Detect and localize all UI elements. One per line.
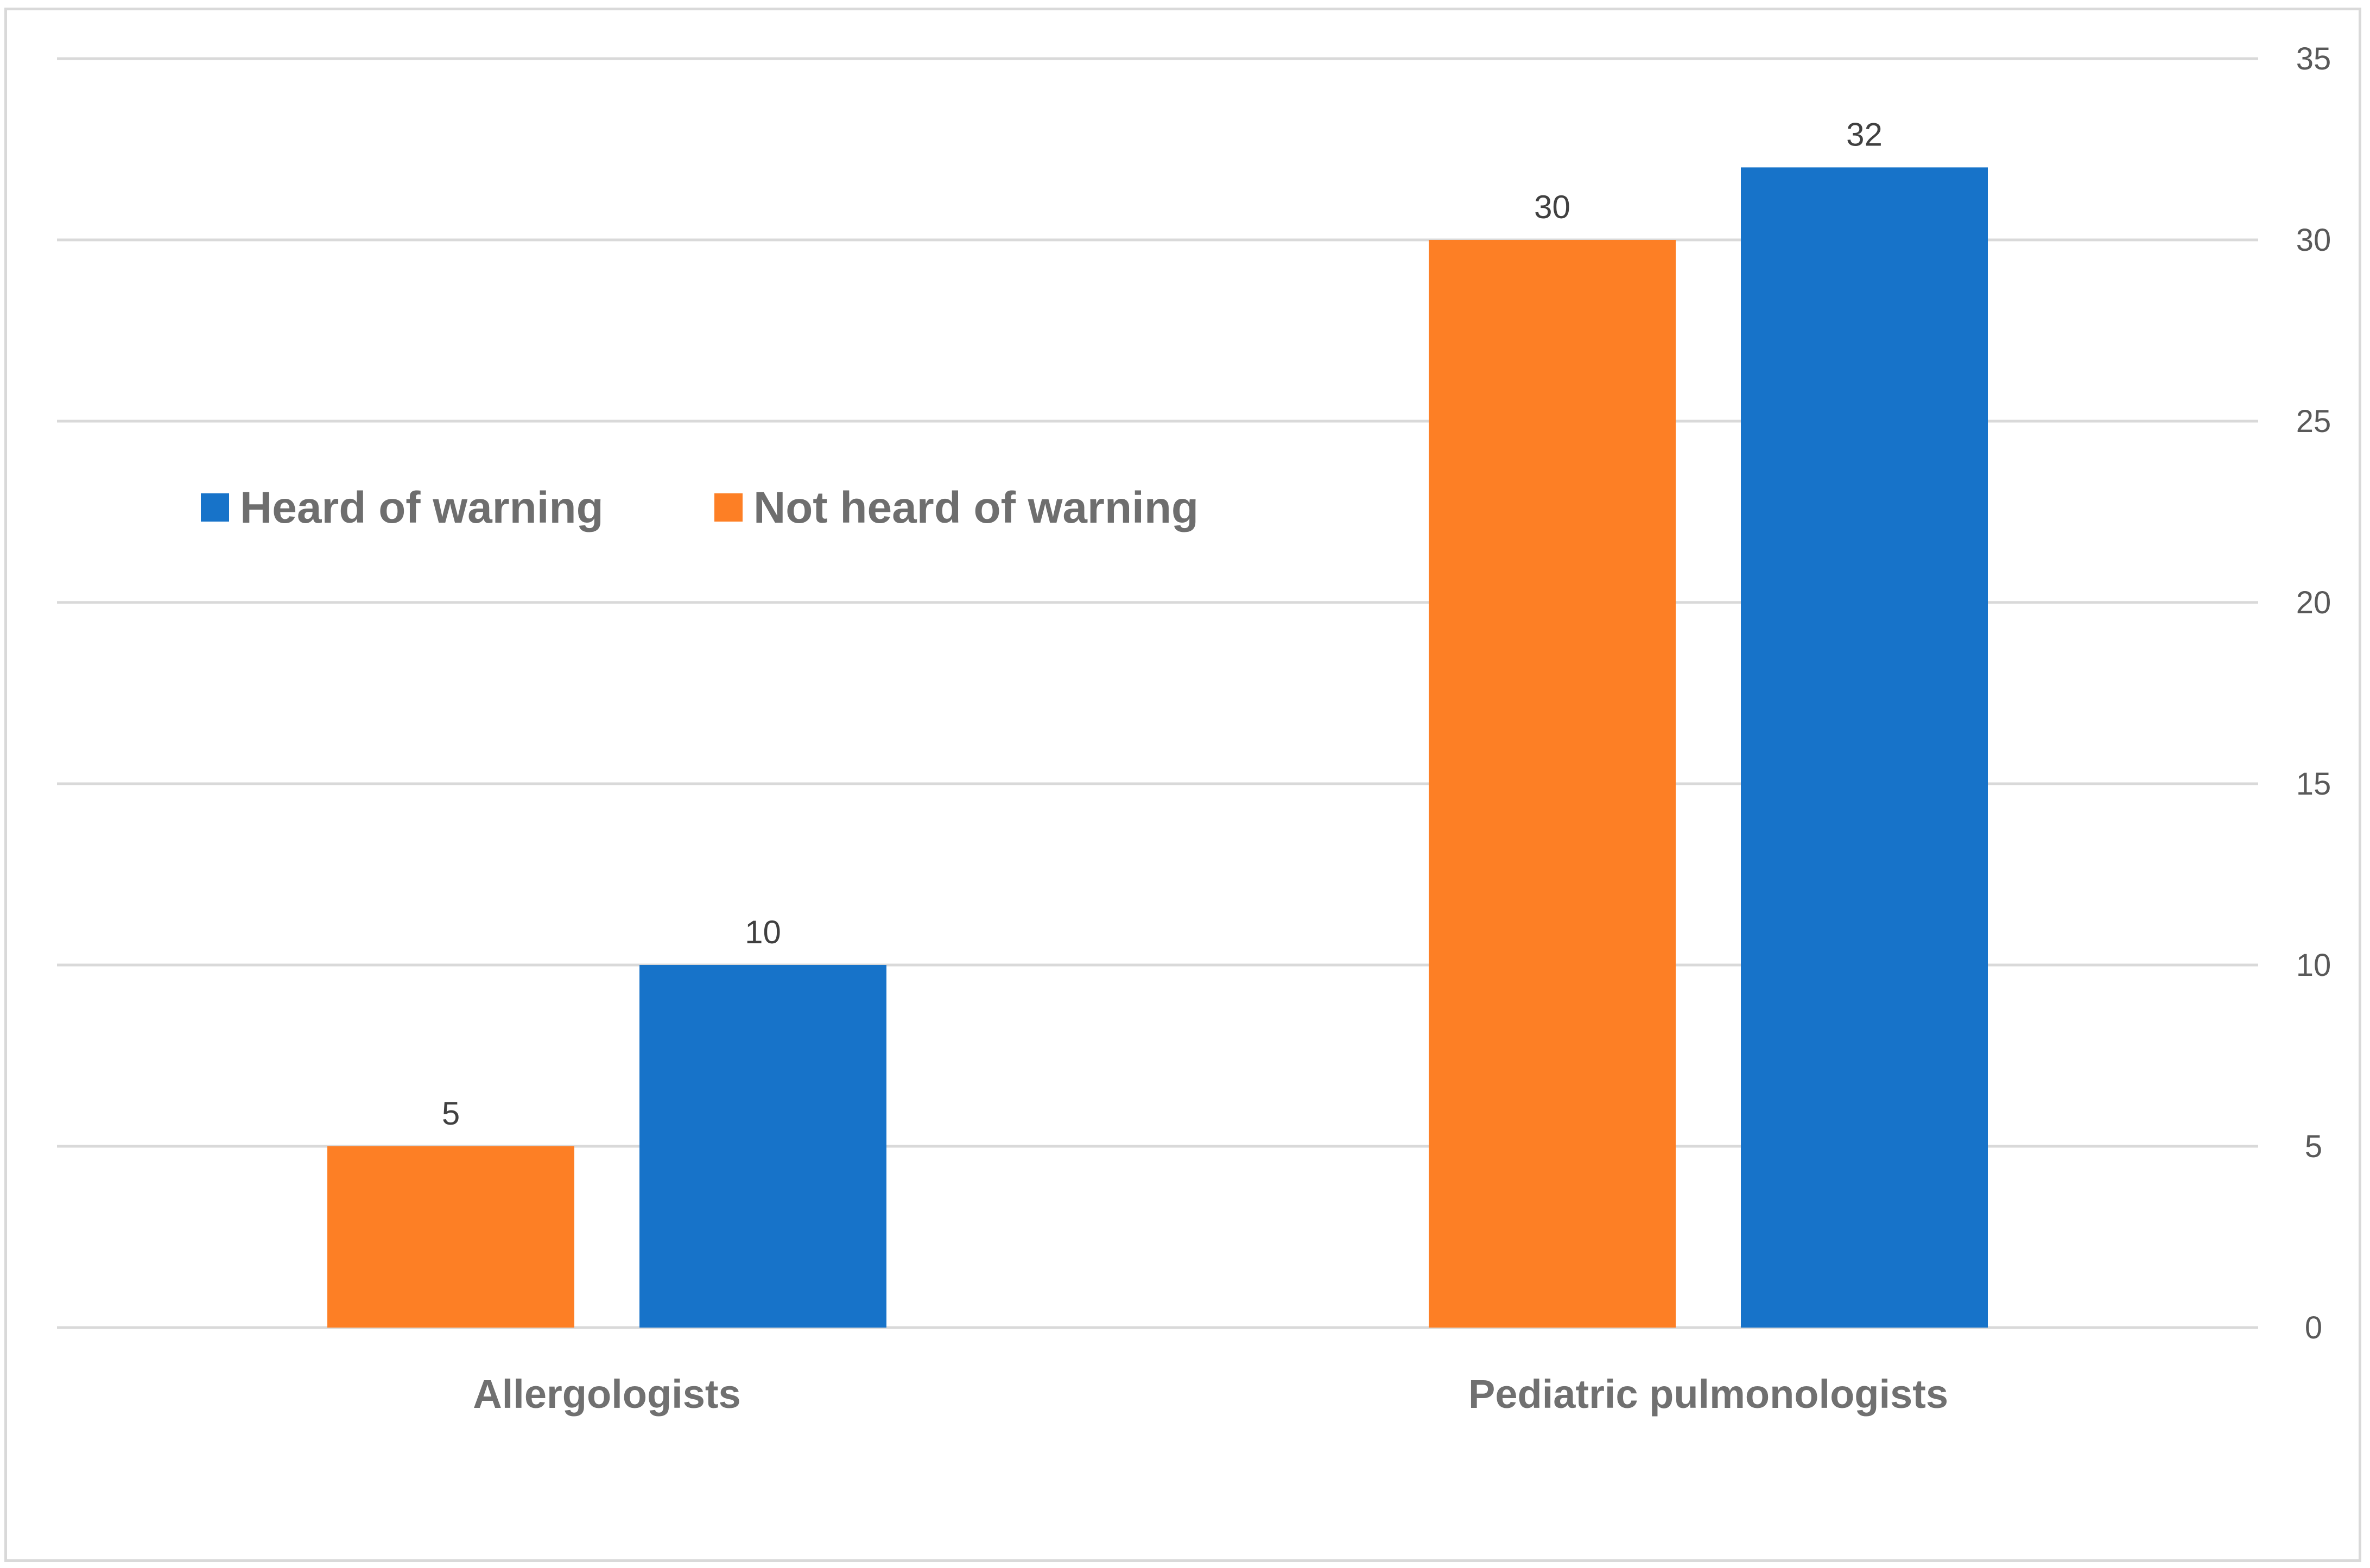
x-category-label: Pediatric pulmonologists <box>1468 1372 1948 1417</box>
data-labels: 5 10 30 32 <box>442 116 1883 1132</box>
x-category-label: Allergologists <box>473 1372 740 1417</box>
x-axis-categories: Allergologists Pediatric pulmonologists <box>473 1372 1948 1417</box>
data-label: 10 <box>745 914 781 950</box>
bar-heard-of-warning-pediatric-pulmonologists <box>1741 167 1988 1328</box>
y-tick-label-0: 0 <box>2305 1310 2322 1345</box>
y-tick-label-30: 30 <box>2296 223 2331 258</box>
legend-label-not-heard-of-warning: Not heard of warning <box>753 483 1199 532</box>
legend-swatch-heard-of-warning <box>201 493 229 522</box>
legend-label-heard-of-warning: Heard of warning <box>240 483 604 532</box>
data-label: 5 <box>442 1095 460 1132</box>
y-tick-label-25: 25 <box>2296 404 2331 439</box>
y-tick-label-20: 20 <box>2296 585 2331 620</box>
y-tick-label-10: 10 <box>2296 948 2331 983</box>
legend: Heard of warning Not heard of warning <box>201 483 1199 532</box>
y-axis-ticks: 0 5 10 15 20 25 30 35 <box>2296 41 2331 1345</box>
legend-swatch-not-heard-of-warning <box>714 493 743 522</box>
bar-not-heard-of-warning-pediatric-pulmonologists <box>1429 240 1676 1328</box>
y-tick-label-15: 15 <box>2296 766 2331 802</box>
bar-heard-of-warning-allergologists <box>639 965 886 1328</box>
bars <box>327 167 1988 1328</box>
data-label: 30 <box>1534 189 1570 225</box>
y-tick-label-5: 5 <box>2305 1129 2322 1164</box>
y-tick-label-35: 35 <box>2296 41 2331 77</box>
data-label: 32 <box>1846 116 1883 153</box>
bar-not-heard-of-warning-allergologists <box>327 1146 574 1328</box>
